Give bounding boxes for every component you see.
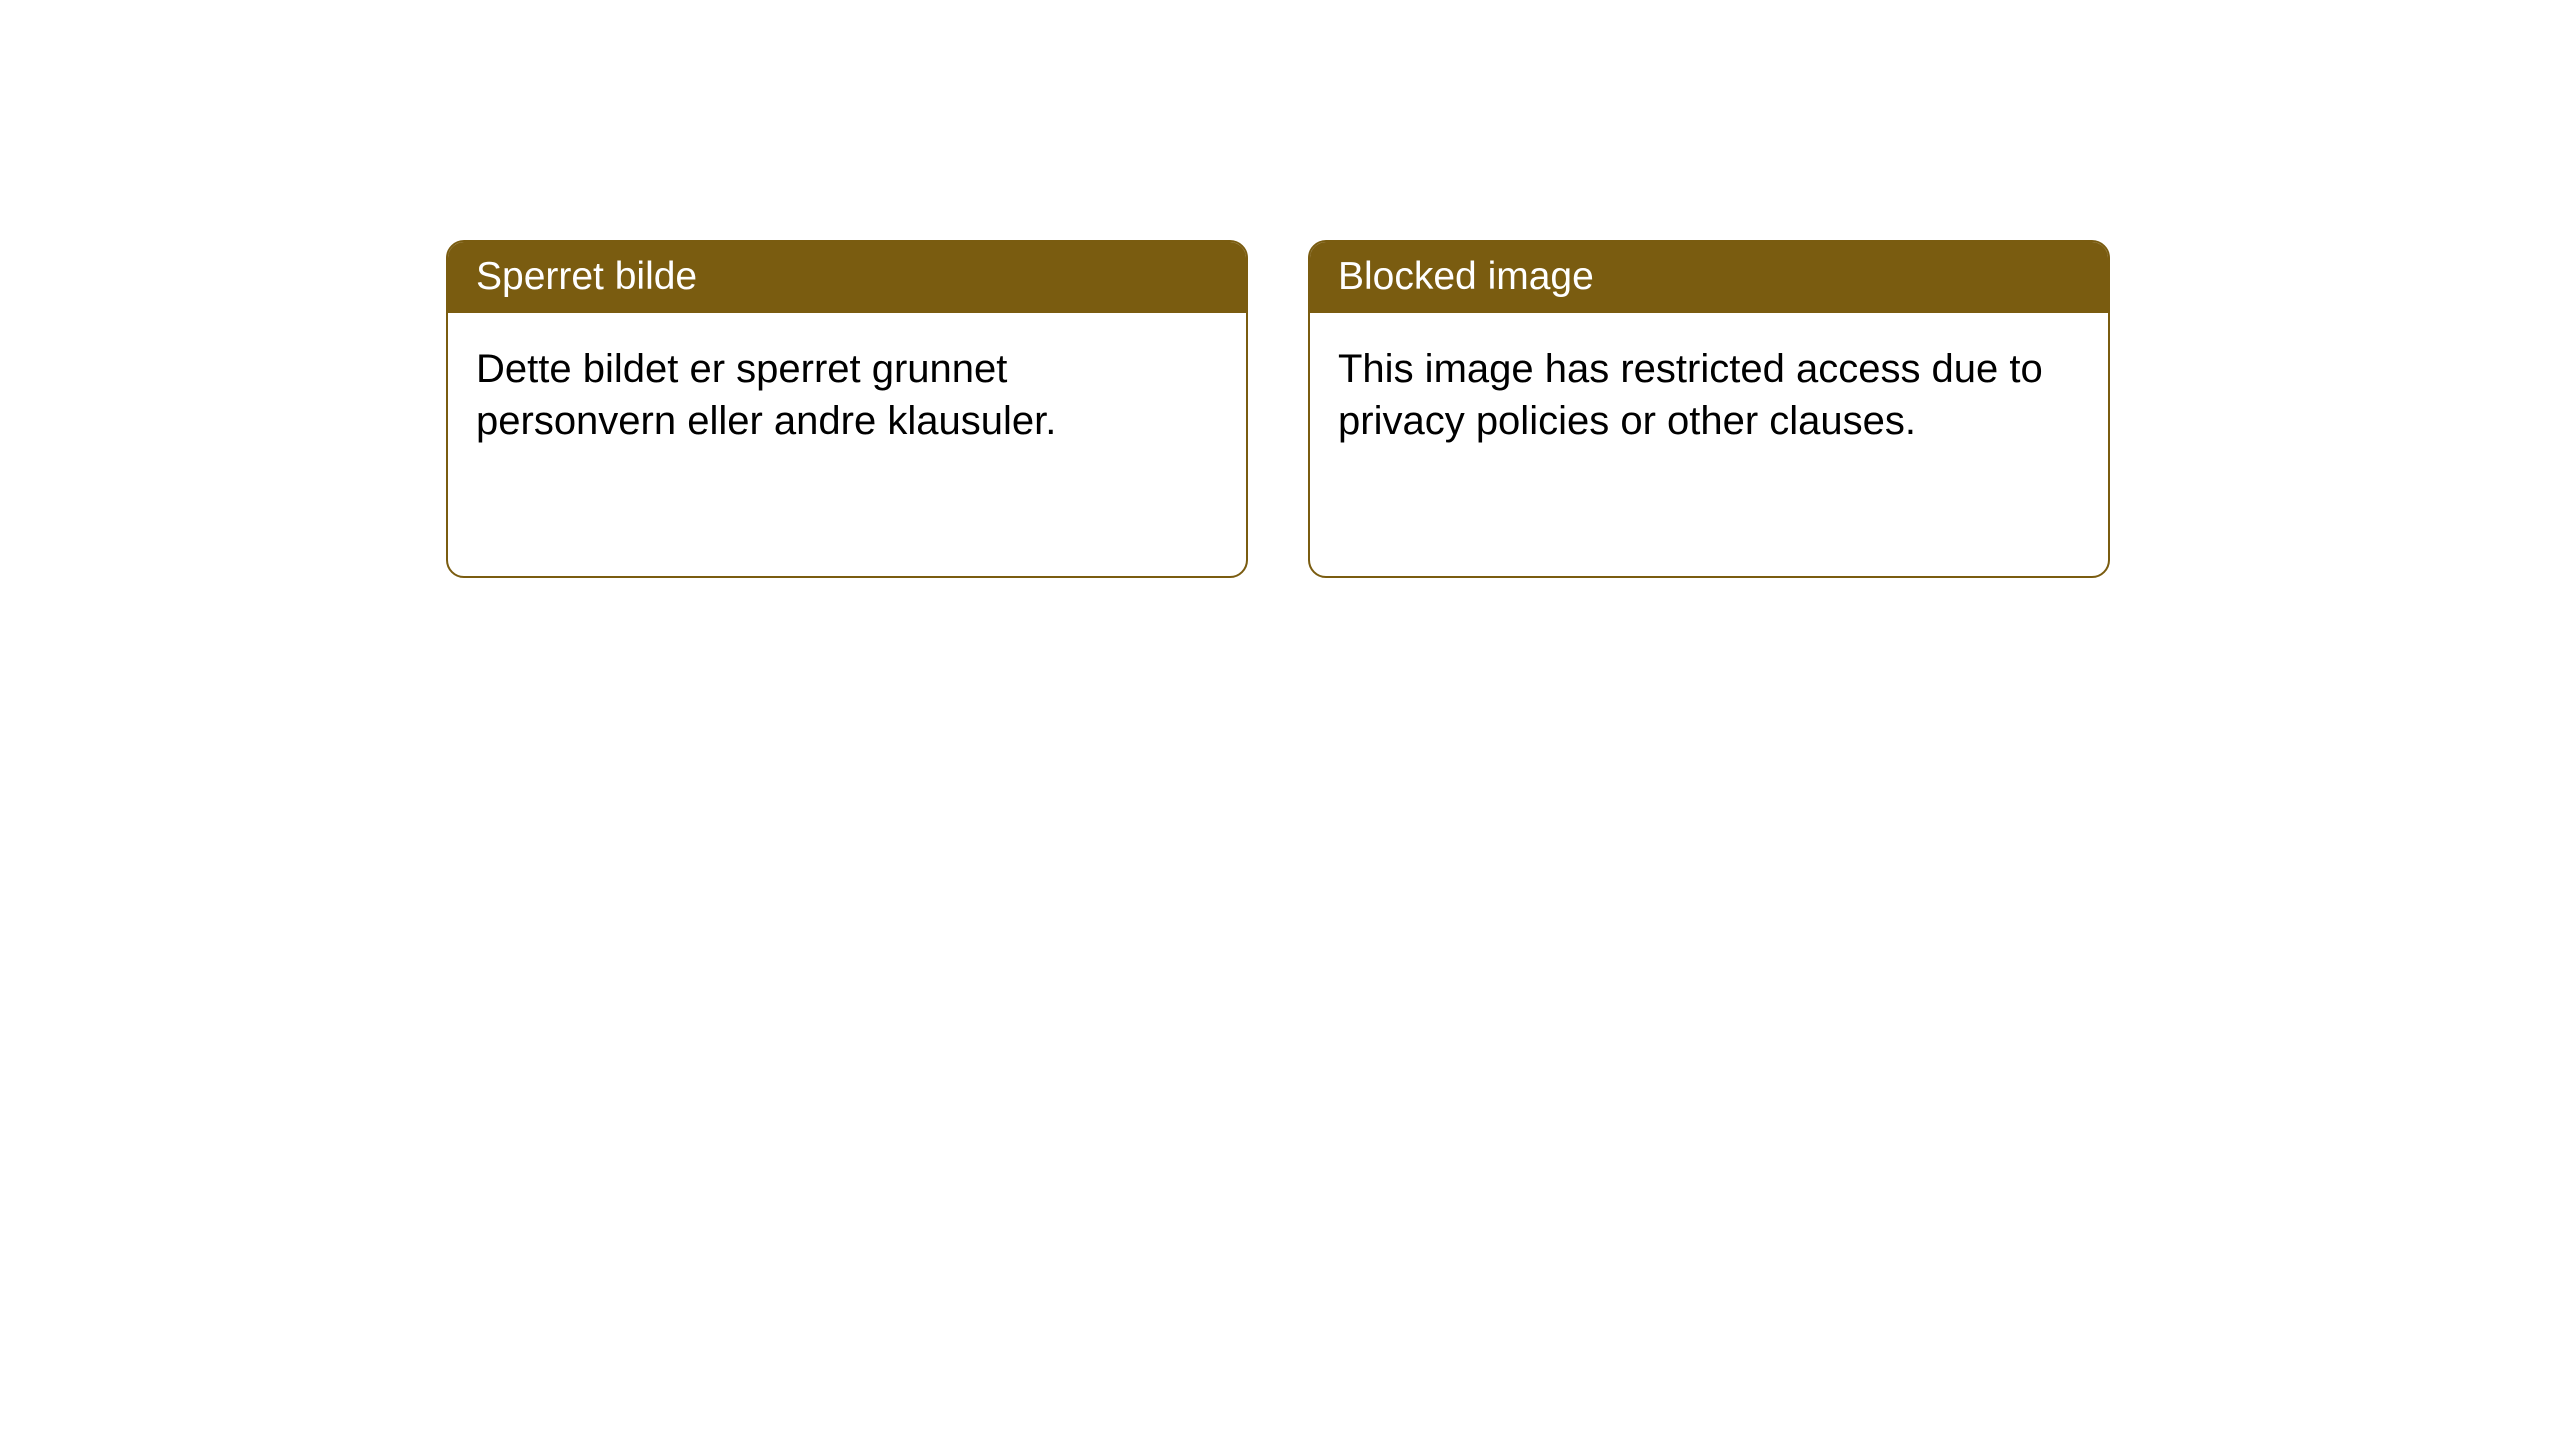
notice-card-norwegian: Sperret bilde Dette bildet er sperret gr… — [446, 240, 1248, 578]
notice-body: This image has restricted access due to … — [1310, 313, 2108, 477]
notice-container: Sperret bilde Dette bildet er sperret gr… — [446, 240, 2110, 578]
notice-body: Dette bildet er sperret grunnet personve… — [448, 313, 1246, 477]
notice-title: Blocked image — [1310, 242, 2108, 313]
notice-card-english: Blocked image This image has restricted … — [1308, 240, 2110, 578]
notice-title: Sperret bilde — [448, 242, 1246, 313]
